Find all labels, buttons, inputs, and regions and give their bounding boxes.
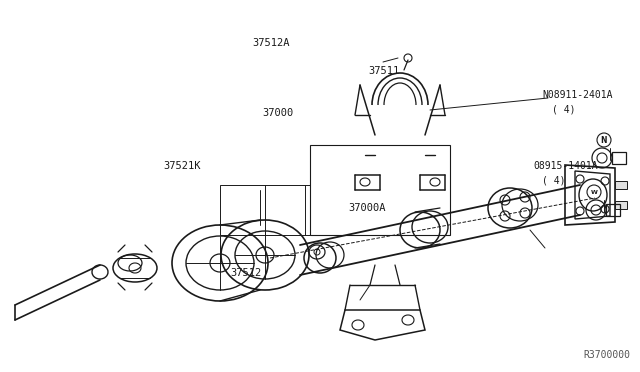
Text: N: N xyxy=(601,135,607,144)
Text: N08911-2401A: N08911-2401A xyxy=(542,90,612,100)
Bar xyxy=(612,152,626,164)
Text: 37000: 37000 xyxy=(263,109,294,118)
Text: ( 4): ( 4) xyxy=(542,176,566,185)
Text: 37512A: 37512A xyxy=(253,38,291,48)
Text: 08915-1401A: 08915-1401A xyxy=(533,161,598,170)
Bar xyxy=(615,181,627,189)
Bar xyxy=(310,145,450,235)
Bar xyxy=(606,204,620,216)
Text: ( 4): ( 4) xyxy=(552,105,575,115)
Text: R3700000: R3700000 xyxy=(583,350,630,360)
Bar xyxy=(615,201,627,209)
Text: 37511: 37511 xyxy=(368,66,399,76)
Text: 37000A: 37000A xyxy=(349,203,387,213)
Text: W: W xyxy=(591,189,597,195)
Text: 37521K: 37521K xyxy=(163,161,201,170)
Text: 37512: 37512 xyxy=(230,269,262,278)
Bar xyxy=(220,185,310,235)
